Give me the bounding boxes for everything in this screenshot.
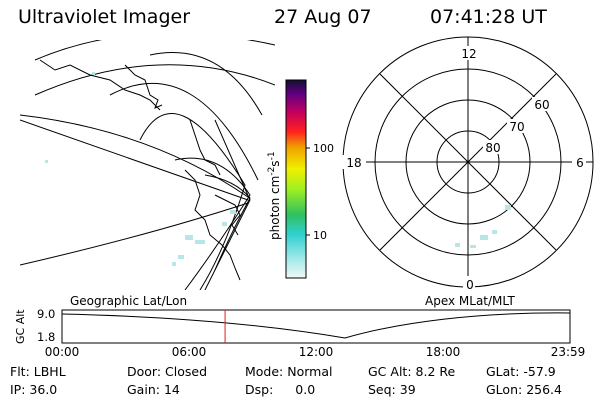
mlt-line-diag <box>379 73 557 251</box>
time-tick-06: 06:00 <box>172 345 207 359</box>
coastline <box>39 59 161 111</box>
colorbar-label: photon cm-2s-1 <box>267 151 282 240</box>
time-tick-12: 12:00 <box>299 345 334 359</box>
latitude-arc <box>149 52 263 116</box>
alt-tick-9: 9.0 <box>37 307 55 321</box>
info-seq: Seq: 39 <box>368 382 416 397</box>
image-time: 07:41:28 UT <box>430 6 547 28</box>
coastline <box>189 119 221 176</box>
time-tick-00: 00:00 <box>45 345 80 359</box>
mlat-label-60: 60 <box>534 98 549 112</box>
geographic-plot-label: Geographic Lat/Lon <box>70 294 188 308</box>
mlt-label-6: 6 <box>576 156 584 170</box>
info-glon: GLon: 256.4 <box>486 382 562 397</box>
info-ip: IP: 36.0 <box>10 382 58 397</box>
info-gain: Gain: 14 <box>127 382 180 397</box>
info-dsp: Dsp: 0.0 <box>245 382 316 397</box>
info-door: Door: Closed <box>127 364 208 379</box>
latitude-arc <box>204 174 251 271</box>
latitude-arc <box>174 157 251 290</box>
colorbar-tick-100: 100 <box>313 142 334 155</box>
info-flt: Flt: LBHL <box>10 364 66 379</box>
coastline <box>184 169 241 281</box>
latitude-arc <box>34 64 275 96</box>
latitude-arc <box>109 82 259 181</box>
longitude-line <box>20 119 249 201</box>
mlt-label-12: 12 <box>461 47 476 61</box>
coastline <box>214 194 241 236</box>
map-edge <box>204 119 251 290</box>
image-date: 27 Aug 07 <box>274 6 372 28</box>
mlat-label-70: 70 <box>509 120 524 134</box>
mlt-label-0: 0 <box>466 278 474 292</box>
colorbar-tick-10: 10 <box>313 229 327 242</box>
altitude-curve <box>61 312 571 339</box>
time-tick-2359: 23:59 <box>551 345 586 359</box>
alt-tick-1-8: 1.8 <box>37 330 55 344</box>
info-glat: GLat: -57.9 <box>486 364 556 379</box>
longitude-line <box>20 202 249 266</box>
alt-axis-label: GC Alt <box>14 309 27 344</box>
mlat-label-80: 80 <box>485 141 500 155</box>
time-tick-18: 18:00 <box>426 345 461 359</box>
longitude-line <box>20 114 249 198</box>
info-gc-alt: GC Alt: 8.2 Re <box>368 364 456 379</box>
apex-plot-label: Apex MLat/MLT <box>425 294 515 308</box>
mlt-label-18: 18 <box>346 156 361 170</box>
colorbar-scale <box>285 79 307 279</box>
imager-title: Ultraviolet Imager <box>18 6 191 28</box>
latitude-arc <box>34 40 275 61</box>
info-mode: Mode: Normal <box>245 364 333 379</box>
coastline <box>124 64 163 109</box>
